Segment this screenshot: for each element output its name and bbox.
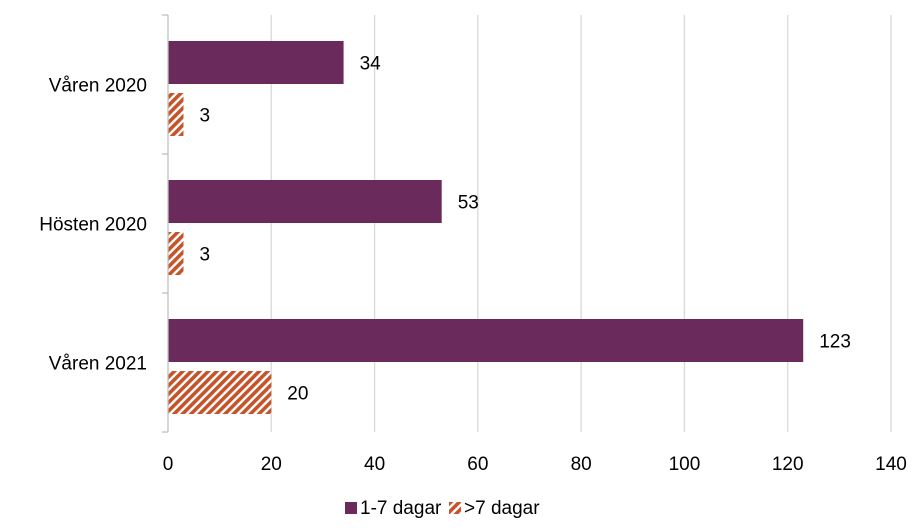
- bars: [168, 41, 804, 414]
- data-label: 34: [360, 54, 382, 75]
- x-tick-label: 80: [571, 454, 592, 475]
- x-tick-label: 0: [163, 454, 174, 475]
- x-tick-label: 120: [772, 454, 804, 475]
- data-label: 20: [287, 384, 308, 405]
- category-label: Våren 2020: [49, 76, 147, 97]
- x-tick-label: 100: [669, 454, 701, 475]
- axes: [162, 14, 169, 433]
- legend-swatch: [345, 502, 357, 514]
- x-tick-label: 140: [875, 454, 907, 475]
- x-tick-label: 60: [467, 454, 488, 475]
- data-label: 123: [819, 332, 851, 353]
- labels: 0 20 40 60 80 100 120 140 Våren 2020 34 3 Hösten 20…: [39, 54, 907, 476]
- legend-swatch: [449, 502, 461, 514]
- legend-label: >7 dagar: [464, 498, 540, 519]
- gridlines: [270, 15, 892, 432]
- data-label: 53: [458, 193, 479, 214]
- x-tick-label: 20: [261, 454, 282, 475]
- category-label: Våren 2021: [49, 354, 147, 375]
- bar-series-2: [168, 232, 184, 275]
- bar-series-1: [168, 319, 804, 362]
- legend: 1-7 dagar >7 dagar: [345, 498, 540, 519]
- bar-series-2: [168, 371, 272, 414]
- legend-label: 1-7 dagar: [360, 498, 442, 519]
- x-tick-label: 40: [364, 454, 385, 475]
- bar-series-1: [168, 41, 344, 84]
- bar-series-1: [168, 180, 442, 223]
- data-label: 3: [199, 245, 210, 266]
- data-label: 3: [199, 106, 210, 127]
- category-label: Hösten 2020: [39, 215, 147, 236]
- bar-series-2: [168, 93, 184, 136]
